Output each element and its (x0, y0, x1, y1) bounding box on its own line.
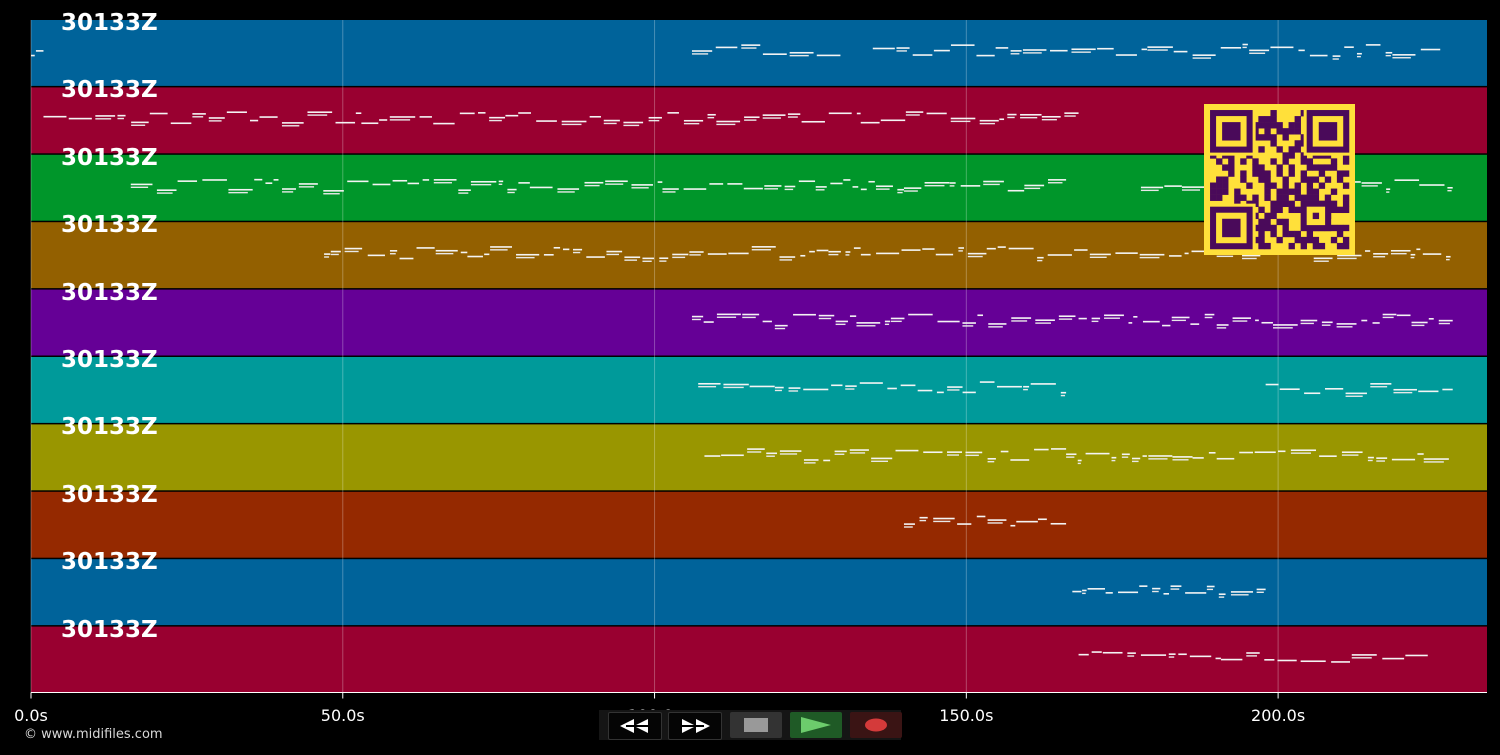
track-notes (31, 43, 1441, 60)
track-label: 30133Z (61, 414, 158, 441)
tick-label: 150.0s (939, 706, 994, 725)
track-label: 30133Z (61, 347, 158, 373)
qr-code-icon (1204, 104, 1355, 255)
track-notes (691, 313, 1453, 330)
track-label: 30133Z (61, 10, 158, 36)
track-lane (31, 357, 1487, 423)
transport-controls (599, 710, 902, 740)
track-label: 30133Z (61, 481, 158, 508)
track-lane (31, 559, 1487, 626)
track-notes (903, 515, 1067, 528)
rewind-icon (620, 719, 648, 733)
track-notes (1072, 585, 1266, 598)
track-label: 30133Z (61, 144, 158, 171)
track-notes (704, 448, 1449, 465)
stop-icon (744, 718, 768, 732)
play-button[interactable] (790, 712, 842, 738)
rewind-button[interactable] (608, 712, 662, 740)
track-label: 30133Z (61, 616, 158, 643)
tick-label: 50.0s (320, 706, 365, 725)
record-button[interactable] (850, 712, 902, 738)
track-lane (31, 20, 1487, 86)
track-lane (31, 289, 1487, 356)
track-label: 30133Z (61, 279, 158, 306)
record-icon (865, 718, 887, 732)
track-notes (43, 111, 1079, 127)
stop-button[interactable] (730, 712, 782, 738)
tick-label: 200.0s (1251, 706, 1306, 725)
play-icon (801, 717, 831, 733)
fast-forward-button[interactable] (668, 712, 722, 740)
fast-forward-icon (682, 719, 710, 733)
track-lane (31, 424, 1487, 491)
track-label: 30133Z (61, 77, 158, 104)
track-lane (31, 491, 1487, 558)
track-label: 30133Z (61, 549, 158, 576)
track-notes (1078, 651, 1428, 663)
copyright-text: © www.midifiles.com (24, 727, 163, 742)
track-label: 30133Z (61, 212, 158, 239)
track-lane (31, 626, 1487, 693)
track-notes (698, 381, 1453, 397)
tick-label: 0.0s (14, 706, 48, 725)
